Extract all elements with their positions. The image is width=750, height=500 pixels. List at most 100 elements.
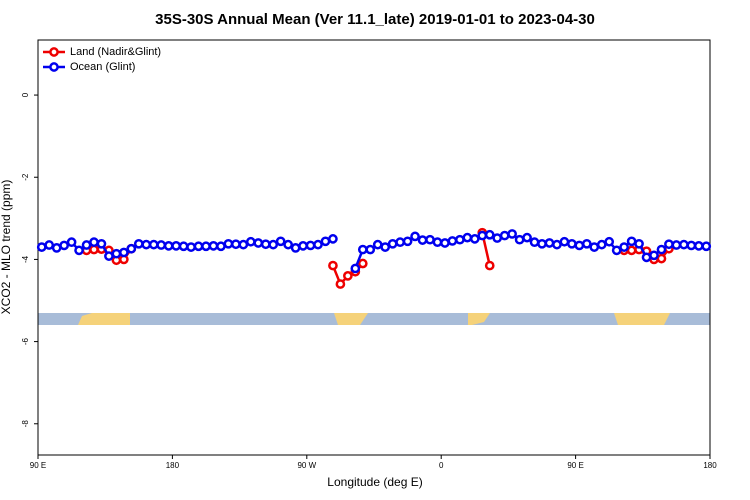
data-point	[290, 243, 301, 253]
data-point	[626, 245, 637, 256]
data-point	[208, 241, 219, 251]
legend-marker	[49, 47, 59, 57]
data-point	[111, 248, 122, 259]
data-point	[432, 237, 443, 248]
y-tick-label: -4	[21, 255, 30, 263]
data-point	[328, 234, 338, 244]
data-point	[604, 236, 615, 247]
land-patch	[468, 313, 490, 325]
data-point	[133, 238, 144, 249]
data-point	[74, 245, 84, 256]
data-point	[507, 229, 517, 239]
data-point	[686, 240, 697, 251]
data-point	[283, 239, 293, 250]
data-point	[66, 237, 77, 248]
land-sea-strip	[38, 313, 710, 325]
data-point	[178, 241, 189, 252]
data-point	[260, 239, 271, 250]
data-point	[484, 260, 495, 271]
legend: Land (Nadir&Glint) Ocean (Glint)	[43, 46, 161, 73]
x-tick-label: 90 E	[567, 461, 583, 470]
data-point	[216, 241, 226, 252]
data-point	[402, 236, 413, 247]
data-point	[119, 247, 129, 258]
data-point	[328, 260, 338, 271]
data-point	[395, 237, 405, 248]
legend-label: Land (Nadir&Glint)	[70, 46, 161, 58]
data-point	[693, 241, 704, 251]
data-point	[679, 239, 689, 250]
data-point	[596, 239, 607, 250]
data-point	[141, 239, 152, 250]
data-point	[343, 271, 353, 281]
data-point	[544, 238, 555, 248]
data-point	[59, 240, 69, 251]
data-point	[104, 251, 114, 261]
data-point	[522, 232, 532, 243]
data-point	[126, 243, 137, 254]
data-point	[641, 252, 652, 263]
legend-marker	[49, 62, 59, 72]
x-tick-label: 180	[703, 461, 717, 470]
data-point	[305, 240, 316, 251]
data-point	[455, 234, 465, 245]
data-point	[440, 238, 450, 248]
data-point	[387, 238, 398, 249]
data-point	[313, 239, 323, 250]
data-point	[156, 240, 167, 250]
data-point	[335, 279, 346, 289]
data-point	[186, 242, 196, 252]
data-point	[357, 244, 368, 255]
data-point	[567, 238, 577, 249]
data-point	[581, 238, 592, 249]
data-point	[268, 239, 279, 250]
data-point	[425, 234, 435, 245]
x-tick-label: 180	[166, 461, 180, 470]
data-point	[320, 236, 331, 247]
data-point	[559, 236, 570, 247]
data-point	[417, 235, 428, 245]
data-point	[701, 241, 712, 252]
data-point	[529, 237, 540, 248]
data-point	[350, 263, 361, 274]
data-point	[380, 242, 391, 252]
data-point	[410, 231, 420, 242]
x-tick-label: 90 E	[30, 461, 46, 470]
data-point	[462, 232, 473, 243]
data-point	[36, 242, 47, 252]
y-tick-label: -8	[21, 420, 30, 428]
x-axis-label: Longitude (deg E)	[327, 475, 422, 489]
data-point	[574, 240, 585, 251]
data-point	[477, 230, 488, 241]
data-point	[171, 241, 181, 251]
data-point	[649, 250, 659, 261]
x-tick-label: 90 W	[297, 461, 316, 470]
data-point	[193, 241, 204, 252]
data-point	[253, 238, 264, 248]
land-patch	[614, 313, 670, 325]
data-point	[201, 241, 211, 252]
data-point	[51, 243, 62, 253]
data-point	[492, 233, 503, 243]
data-point	[552, 239, 562, 250]
data-point	[163, 241, 174, 251]
series	[81, 227, 674, 289]
data-point	[223, 238, 234, 249]
data-point	[469, 234, 480, 244]
data-point	[238, 239, 249, 250]
series	[36, 229, 712, 274]
data-point	[671, 240, 682, 250]
data-point	[298, 241, 308, 251]
data-point	[44, 240, 55, 250]
data-point	[231, 239, 241, 250]
chart-title: 35S-30S Annual Mean (Ver 11.1_late) 2019…	[155, 11, 595, 28]
data-point	[275, 236, 286, 247]
data-point	[656, 253, 667, 264]
data-point	[96, 238, 107, 249]
data-point	[245, 236, 256, 247]
x-tick-label: 0	[439, 461, 444, 470]
data-point	[626, 236, 637, 247]
data-point	[81, 240, 92, 250]
data-point	[664, 239, 674, 250]
